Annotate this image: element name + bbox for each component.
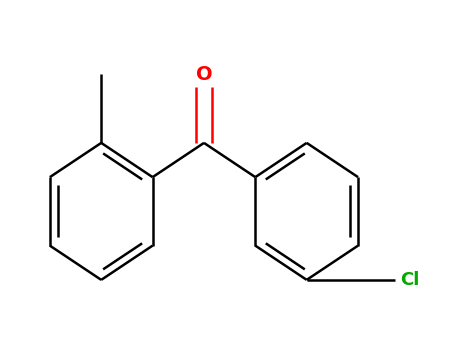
Text: O: O bbox=[196, 65, 212, 84]
Text: Cl: Cl bbox=[400, 271, 419, 289]
